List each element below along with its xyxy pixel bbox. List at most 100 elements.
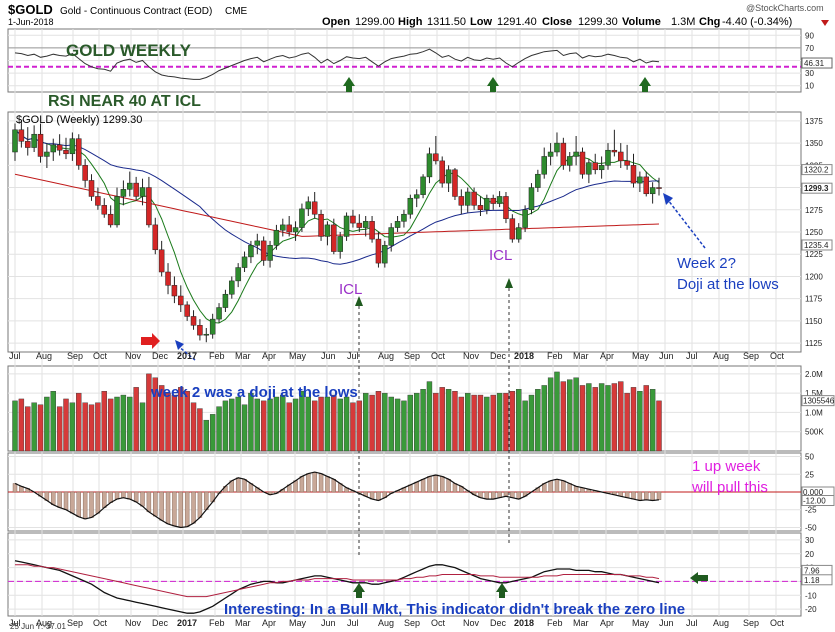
volume-bar xyxy=(528,394,535,452)
volume-bar xyxy=(305,396,312,452)
volume-bar xyxy=(158,385,165,452)
volume-bar xyxy=(522,400,528,452)
volume-bar xyxy=(458,396,465,452)
kst-line xyxy=(14,560,660,614)
month-tick-label: Aug xyxy=(378,351,394,361)
kst-last-label: 1.18 xyxy=(804,576,820,585)
week2-doji-lows: week 2 was a doji at the lows xyxy=(150,384,358,401)
candle-body xyxy=(535,173,541,188)
one-up-week: 1 up week xyxy=(692,458,761,475)
volume-bar xyxy=(350,402,356,452)
month-tick-label: 2018 xyxy=(514,618,534,628)
volume-bar xyxy=(31,402,37,452)
candle-body xyxy=(496,196,503,204)
candle-body xyxy=(311,201,318,215)
candle-body xyxy=(413,194,420,199)
volume-bar xyxy=(133,387,139,452)
volume-bar xyxy=(369,394,375,452)
volume-bar xyxy=(318,396,324,452)
osc-bar xyxy=(306,473,311,493)
price-tick-label: 1250 xyxy=(805,228,823,237)
candle-body xyxy=(107,213,114,226)
volume-bar xyxy=(586,383,592,452)
candle-body xyxy=(439,160,445,184)
doji-pointer-arrow-icon xyxy=(175,340,184,350)
osc-bar xyxy=(133,491,139,503)
osc-bar xyxy=(172,491,177,527)
volume-bar xyxy=(209,414,216,452)
volume-bar xyxy=(407,394,414,452)
volume-bar xyxy=(465,392,471,452)
rsi-tick-label: 90 xyxy=(805,31,814,40)
price-tick-label: 1200 xyxy=(805,272,823,281)
price-tick-label: 1275 xyxy=(805,206,823,215)
month-tick-label: May xyxy=(632,351,650,361)
kst-panel xyxy=(7,532,802,617)
volume-bar xyxy=(139,402,146,452)
volume-bar xyxy=(401,400,407,452)
watermark: @StockCharts.com xyxy=(746,3,824,13)
volume-bar xyxy=(50,391,56,452)
price-last-label: 1320.2 xyxy=(804,166,829,175)
red-arrow-icon xyxy=(141,333,160,349)
osc-bar xyxy=(491,491,496,500)
month-tick-label: 2018 xyxy=(514,351,534,361)
candle-body xyxy=(477,205,484,211)
osc-bar xyxy=(427,476,432,493)
month-tick-label: Apr xyxy=(600,618,614,628)
price-series xyxy=(12,120,706,557)
osc-bar xyxy=(51,491,56,505)
candle-body xyxy=(260,240,267,261)
ma-mid-line xyxy=(14,129,660,265)
volume-bar xyxy=(311,400,318,452)
kst-tick-label: -10 xyxy=(805,591,817,600)
volume-tick-label: 1.5M xyxy=(805,389,823,398)
chg-label: Chg xyxy=(699,16,720,28)
volume-bar xyxy=(216,406,222,452)
rsi-up-arrow-icon xyxy=(343,77,355,86)
volume-bar xyxy=(535,389,541,452)
candle-body xyxy=(37,133,44,157)
osc-bar xyxy=(159,491,164,521)
osc-last-label: -12.00 xyxy=(803,497,826,506)
rsi-up-arrow-stem xyxy=(490,86,496,92)
candle-body xyxy=(630,165,637,184)
candle-body xyxy=(452,169,458,197)
volume-bar xyxy=(649,389,656,452)
candle-body xyxy=(337,236,343,252)
volume-bar xyxy=(254,398,260,452)
rsi-tick-label: 30 xyxy=(805,69,814,78)
candle-body xyxy=(343,215,350,237)
volume-bar xyxy=(95,402,101,452)
volume-tick-label: 2.0M xyxy=(805,370,823,379)
candle-body xyxy=(165,271,171,286)
volume-bar xyxy=(579,385,586,452)
candle-body xyxy=(324,224,331,237)
month-tick-label: May xyxy=(289,351,307,361)
candle-body xyxy=(31,133,37,148)
candle-body xyxy=(101,205,108,215)
month-tick-label: May xyxy=(632,618,650,628)
low-value: 1291.40 xyxy=(497,16,537,28)
osc-bar xyxy=(318,473,324,493)
candle-body xyxy=(515,227,522,240)
osc-tick-label: 50 xyxy=(805,453,814,462)
volume-bar xyxy=(56,406,63,452)
chart-date: 1-Jun-2018 xyxy=(8,17,54,27)
candle-body xyxy=(158,249,165,273)
candle-body xyxy=(420,176,426,195)
candle-body xyxy=(554,142,560,153)
candle-body xyxy=(388,227,394,246)
rsi-up-arrow-icon xyxy=(639,77,651,86)
volume-last-box xyxy=(801,395,835,407)
volume-bar xyxy=(426,381,433,452)
month-tick-label: Feb xyxy=(547,351,563,361)
osc-bar xyxy=(178,491,183,528)
rsi-up-arrow-stem xyxy=(642,86,648,92)
month-tick-label: Jul xyxy=(9,618,21,628)
price-tick-label: 1150 xyxy=(805,317,823,326)
volume-bar xyxy=(445,389,452,452)
volume-bar xyxy=(324,396,331,452)
osc-bar xyxy=(414,481,419,493)
rsi-last-box xyxy=(801,57,833,69)
